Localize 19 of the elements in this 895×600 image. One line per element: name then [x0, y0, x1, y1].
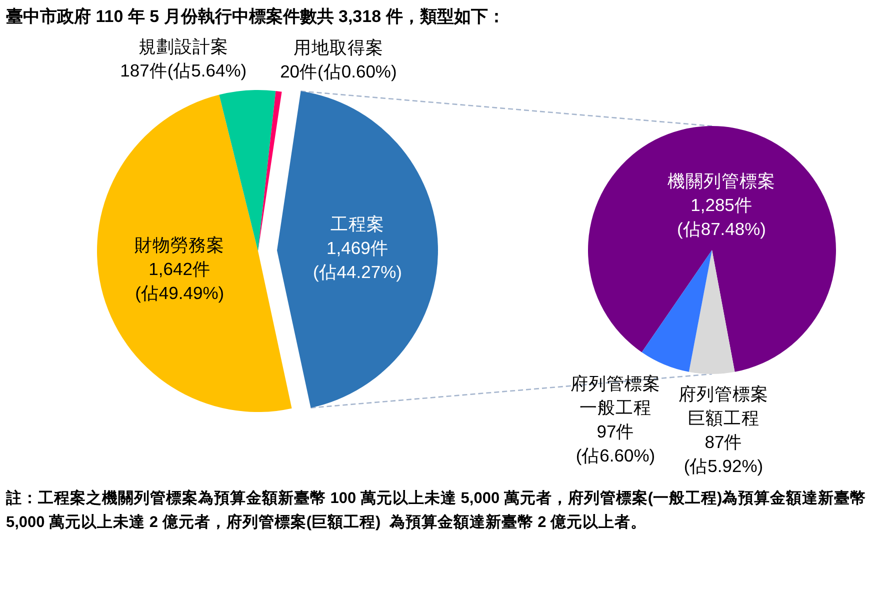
slice-label: 工程案 — [330, 214, 384, 234]
slice-label: 規劃設計案 — [138, 36, 228, 56]
chart-title: 臺中市政府 110 年 5 月份執行中標案件數共 3,318 件，類型如下： — [6, 6, 505, 26]
data-label: 187件(佔5.64%) — [120, 60, 247, 80]
slice-label: 用地取得案 — [293, 37, 384, 58]
pie-slice — [588, 126, 836, 372]
data-label: 1,285件 (佔87.48%) — [676, 195, 766, 240]
slice-label: 機關列管標案 — [668, 171, 776, 192]
slice-label: 財物勞務案 — [134, 235, 225, 256]
slice-label: 府列管標案一般工程 — [570, 374, 660, 418]
data-label: 1,469件 (佔44.27%) — [312, 238, 402, 282]
pie-slice — [642, 250, 712, 372]
data-label: 20件(佔0.60%) — [280, 61, 397, 82]
pie-slice — [688, 250, 735, 374]
data-label: 97件 (佔6.60%) — [576, 422, 656, 466]
data-label: 87件 (佔5.92%) — [684, 432, 764, 476]
data-label: 1,642件 (佔49.49%) — [135, 259, 224, 304]
slice-label: 府列管標案巨額工程 — [678, 384, 768, 428]
text: 註：工程案之機關列管標案為預算金額新臺幣 100 萬元以上未達 5,000 萬元者，府列管標案(一般工程)為預算金額達新臺幣 5,000 萬元以上未達 2 億元者，府列管標案(巨額工程) 為預算金額達新臺幣 2 億元以上者。 — [5, 488, 871, 531]
